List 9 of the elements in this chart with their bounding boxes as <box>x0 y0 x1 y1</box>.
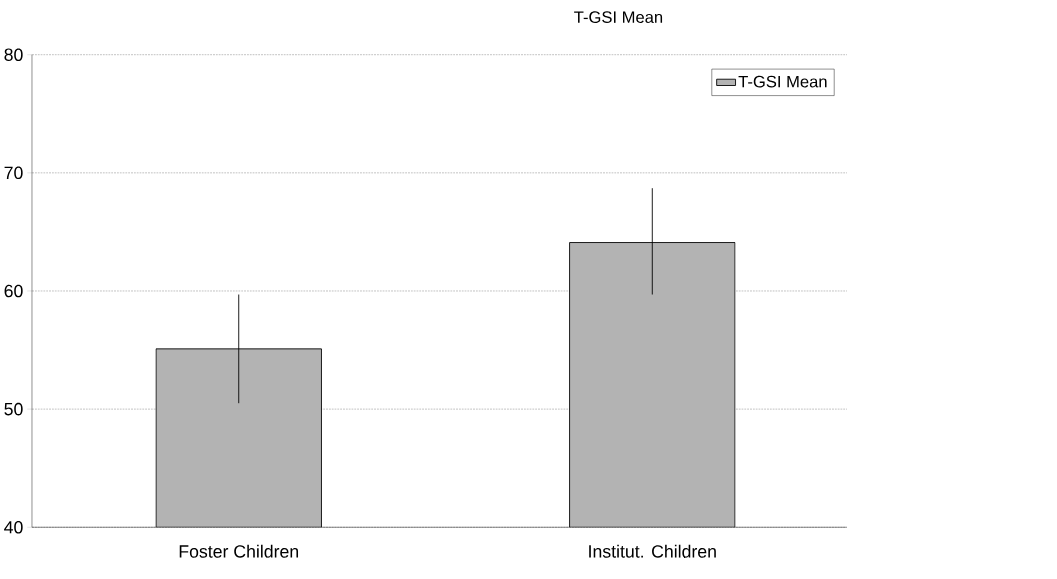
x-tick-label: Institut. Children <box>589 544 716 558</box>
legend-label: T-GSI Mean <box>738 75 827 88</box>
chart-title: T-GSI Mean <box>574 11 663 24</box>
y-tick-label: 40 <box>4 521 23 534</box>
y-tick-label: 80 <box>4 48 23 62</box>
y-tick-label: 70 <box>4 166 23 180</box>
x-tick-label: Foster Children <box>179 544 299 558</box>
y-tick-label: 50 <box>4 403 23 416</box>
y-tick-label: 60 <box>4 284 23 298</box>
